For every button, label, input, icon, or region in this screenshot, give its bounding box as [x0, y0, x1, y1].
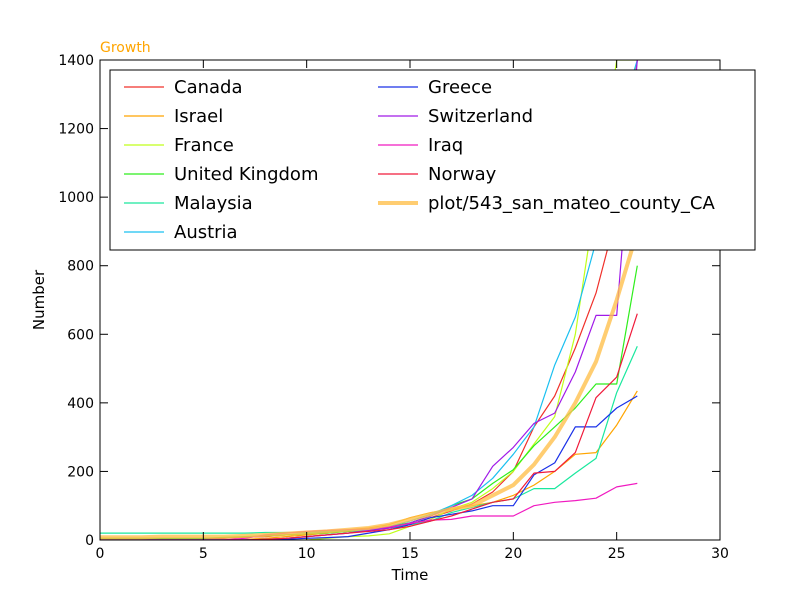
series-line-7 — [100, 60, 638, 540]
y-tick-label: 800 — [67, 259, 94, 275]
legend-label-1: Israel — [174, 106, 223, 127]
legend-label-3: United Kingdom — [174, 164, 318, 185]
series-line-6 — [100, 395, 638, 540]
y-tick-label: 400 — [67, 396, 94, 412]
legend-label-8: Iraq — [428, 135, 463, 156]
legend-label-4: Malaysia — [174, 193, 253, 214]
series-line-4 — [100, 346, 638, 534]
x-tick-label: 15 — [401, 546, 419, 562]
legend-label-5: Austria — [174, 222, 238, 243]
legend-label-7: Switzerland — [428, 106, 533, 127]
series-line-10 — [100, 230, 640, 540]
legend-box — [109, 69, 756, 251]
y-tick-label: 1000 — [58, 190, 94, 206]
x-tick-label: 5 — [199, 546, 208, 562]
y-tick-label: 1200 — [58, 122, 94, 138]
y-tick-label: 600 — [67, 327, 94, 343]
x-tick-label: 0 — [96, 546, 105, 562]
x-tick-label: 20 — [504, 546, 522, 562]
legend-label-0: Canada — [174, 77, 243, 98]
legend-label-2: France — [174, 135, 234, 156]
y-tick-label: 200 — [67, 464, 94, 480]
y-tick-label: 0 — [85, 533, 94, 549]
x-tick-label: 10 — [298, 546, 316, 562]
legend-label-6: Greece — [428, 77, 492, 98]
series-line-3 — [100, 265, 638, 539]
x-tick-label: 30 — [711, 546, 729, 562]
x-axis-label: Time — [391, 566, 429, 584]
legend: Canada Israel France United Kingdom Malaysia… — [109, 69, 756, 251]
series-line-1 — [100, 390, 638, 540]
legend-label-10: plot/543_san_mateo_county_CA — [428, 193, 715, 214]
x-tick-label: 25 — [608, 546, 626, 562]
series-line-2 — [100, 60, 638, 540]
y-tick-label: 1400 — [58, 53, 94, 69]
legend-label-9: Norway — [428, 164, 497, 185]
series-line-9 — [100, 313, 638, 540]
ticks-layer: 0 5 10 15 20 25 30 0 200 400 600 800 1000 1200 1400 — [58, 53, 729, 562]
series-layer — [100, 60, 640, 540]
y-axis-label: Number — [30, 269, 48, 330]
chart-title: Growth — [100, 40, 151, 56]
